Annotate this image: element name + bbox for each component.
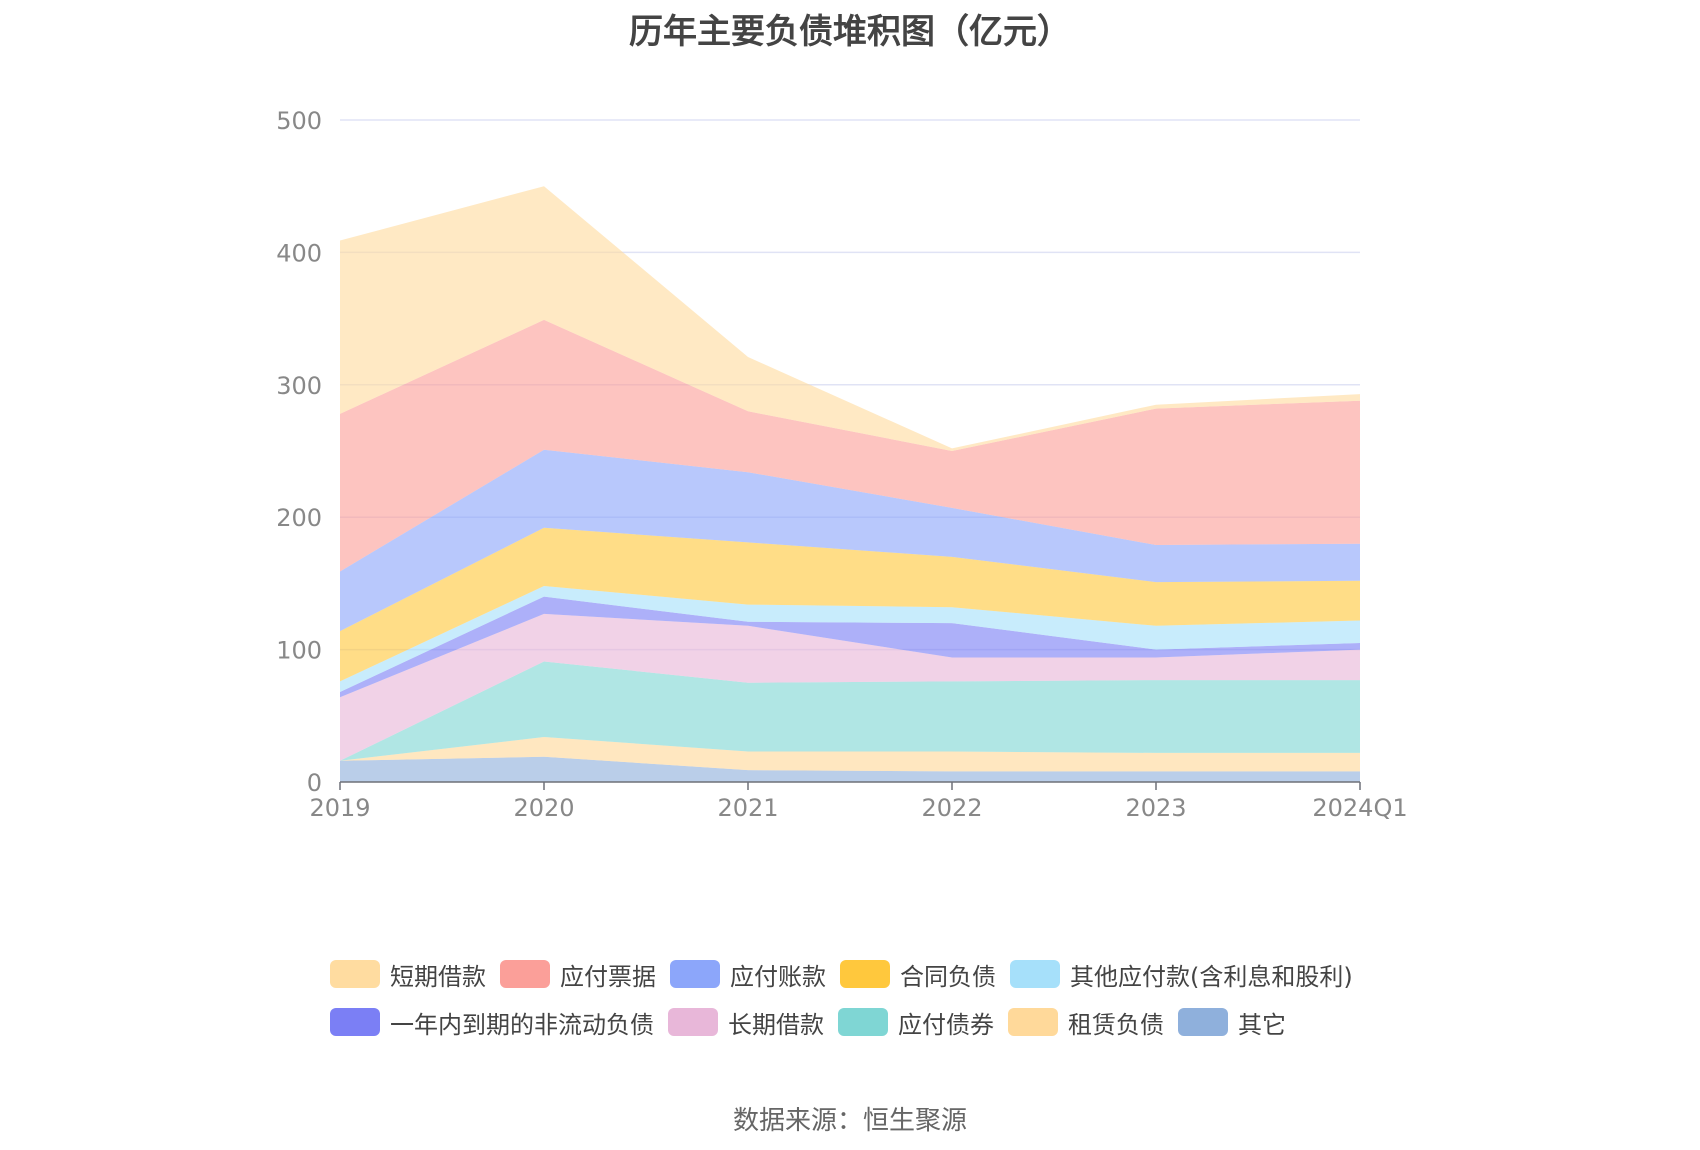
y-tick-label: 400 [276, 239, 322, 267]
legend-row-2: 一年内到期的非流动负债 长期借款 应付债券 租赁负债 其它 [330, 998, 1430, 1046]
area-series [340, 186, 1360, 782]
x-tick-label: 2023 [1125, 794, 1186, 822]
legend-item[interactable]: 合同负债 [840, 957, 996, 992]
source-note: 数据来源：恒生聚源 [732, 1106, 967, 1136]
legend-row-1: 短期借款 应付票据 应付账款 合同负债 其他应付款(含利息和股利) [330, 950, 1430, 998]
legend-item[interactable]: 租赁负债 [1008, 1005, 1164, 1040]
legend-label: 合同负债 [900, 962, 996, 991]
legend-label: 应付债券 [898, 1010, 994, 1039]
area-series-9 [340, 186, 1360, 451]
area-series-0 [340, 756, 1360, 782]
legend-label: 应付账款 [730, 962, 826, 991]
legend-swatch [500, 960, 550, 988]
legend-swatch [1008, 1008, 1058, 1036]
legend-swatch [1010, 960, 1060, 988]
legend-item[interactable]: 应付账款 [670, 957, 826, 992]
legend-swatch [330, 960, 380, 988]
x-tick-label: 2022 [921, 794, 982, 822]
legend-label: 应付票据 [560, 962, 656, 991]
legend-item[interactable]: 其它 [1178, 1005, 1286, 1040]
legend-swatch [670, 960, 720, 988]
area-series-5 [340, 586, 1360, 692]
stacked-area-chart: 0 100 200 300 400 500 2019 2020 2021 2022 2023 202… [276, 107, 1408, 822]
axes: 2019 2020 2021 2022 2023 2024Q1 [309, 781, 1408, 822]
y-tick-label: 100 [276, 637, 322, 665]
y-tick-label: 300 [276, 372, 322, 400]
x-tick-label: 2020 [513, 794, 574, 822]
legend-label: 一年内到期的非流动负债 [390, 1010, 654, 1039]
chart-title: 历年主要负债堆积图（亿元） [629, 12, 1071, 52]
area-series-1 [340, 737, 1360, 772]
legend-swatch [838, 1008, 888, 1036]
legend-item[interactable]: 应付票据 [500, 957, 656, 992]
area-series-7 [340, 449, 1360, 632]
legend-item[interactable]: 其他应付款(含利息和股利) [1010, 957, 1353, 992]
legend-label: 其它 [1238, 1010, 1286, 1039]
legend-swatch [330, 1008, 380, 1036]
legend-item[interactable]: 长期借款 [668, 1005, 824, 1040]
legend-item[interactable]: 应付债券 [838, 1005, 994, 1040]
legend-label: 租赁负债 [1068, 1010, 1164, 1039]
x-tick-label: 2024Q1 [1312, 794, 1407, 822]
legend-swatch [668, 1008, 718, 1036]
legend-label: 长期借款 [728, 1010, 824, 1039]
legend-label: 短期借款 [390, 962, 486, 991]
area-series-8 [340, 319, 1360, 572]
area-series-3 [340, 613, 1360, 761]
legend-swatch [840, 960, 890, 988]
area-series-2 [340, 661, 1360, 761]
legend-item[interactable]: 一年内到期的非流动负债 [330, 1005, 654, 1040]
y-tick-label: 200 [276, 504, 322, 532]
x-tick-label: 2021 [717, 794, 778, 822]
legend: 短期借款 应付票据 应付账款 合同负债 其他应付款(含利息和股利) 一年内到期的非流动负… [330, 950, 1430, 1046]
legend-item[interactable]: 短期借款 [330, 957, 486, 992]
legend-label: 其他应付款(含利息和股利) [1070, 962, 1353, 991]
area-series-6 [340, 527, 1360, 682]
legend-swatch [1178, 1008, 1228, 1036]
y-tick-label: 500 [276, 107, 322, 135]
x-tick-label: 2019 [309, 794, 370, 822]
y-tick-label: 0 [307, 769, 322, 797]
